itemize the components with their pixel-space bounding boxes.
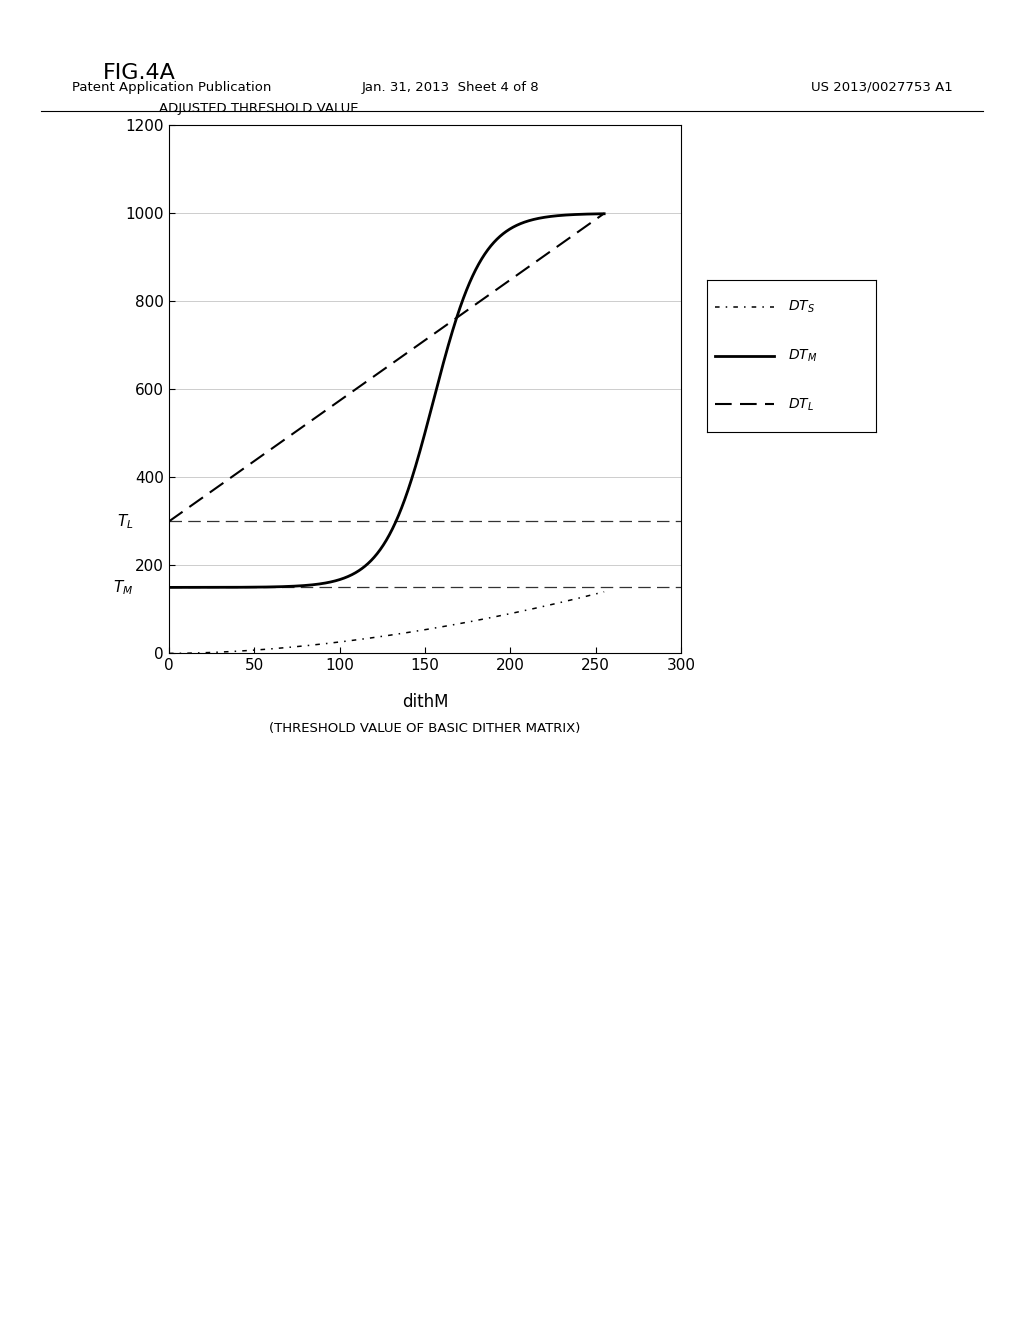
Text: US 2013/0027753 A1: US 2013/0027753 A1 [811,81,952,94]
Text: Patent Application Publication: Patent Application Publication [72,81,271,94]
Text: $T_M$: $T_M$ [113,578,133,597]
Text: FIG.4A: FIG.4A [102,63,175,83]
Text: Jan. 31, 2013  Sheet 4 of 8: Jan. 31, 2013 Sheet 4 of 8 [361,81,540,94]
Text: ADJUSTED THRESHOLD VALUE: ADJUSTED THRESHOLD VALUE [159,102,358,115]
Text: (THRESHOLD VALUE OF BASIC DITHER MATRIX): (THRESHOLD VALUE OF BASIC DITHER MATRIX) [269,722,581,735]
Text: $DT_S$: $DT_S$ [787,298,815,315]
Text: $T_L$: $T_L$ [117,512,133,531]
Text: $DT_M$: $DT_M$ [787,347,817,364]
Text: dithM: dithM [401,693,449,711]
Text: $DT_L$: $DT_L$ [787,396,814,413]
